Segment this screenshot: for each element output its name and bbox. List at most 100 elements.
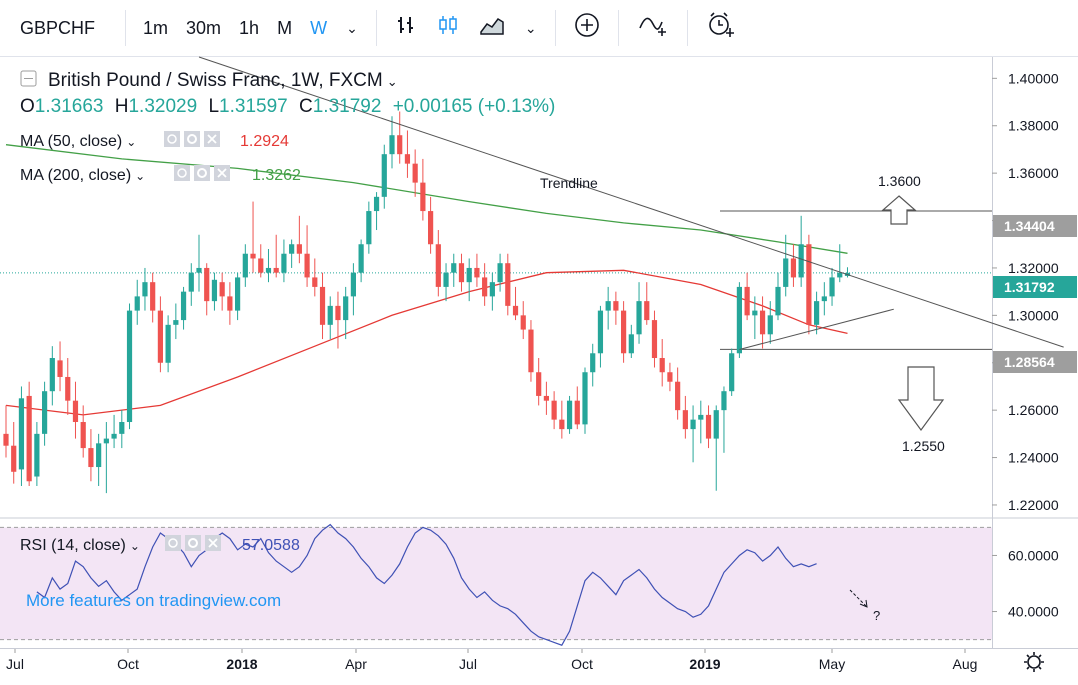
- resistance-price-tag: [993, 215, 1077, 237]
- candle-body: [821, 296, 827, 302]
- candle-body: [165, 324, 171, 363]
- candle-body: [196, 267, 202, 273]
- candle-body: [458, 263, 465, 283]
- trend-drawings: [198, 56, 1064, 350]
- eye-icon[interactable]: [174, 165, 190, 181]
- eye-icon[interactable]: [165, 535, 181, 551]
- chevron-down-icon[interactable]: ⌄: [346, 19, 358, 36]
- candle-body: [42, 391, 48, 434]
- toolbar-divider: [686, 10, 688, 46]
- candle-body: [814, 301, 820, 325]
- price-pane[interactable]: [0, 57, 992, 518]
- interval-month-button[interactable]: M: [277, 17, 293, 38]
- candle-body: [497, 263, 503, 283]
- support-price-tag: [993, 351, 1077, 373]
- eye-icon[interactable]: [164, 131, 180, 147]
- candle-body: [420, 182, 426, 212]
- time-tick-label: Aug: [953, 656, 978, 672]
- down-arrow-icon: [897, 366, 945, 432]
- candle-body: [474, 267, 480, 278]
- candle-body: [373, 196, 380, 212]
- candle-body: [613, 301, 619, 311]
- candle-body: [806, 244, 812, 325]
- candle-body: [752, 310, 758, 316]
- candle-body: [180, 291, 187, 321]
- ma50-legend-buttons[interactable]: [164, 131, 220, 147]
- candle-body: [11, 445, 17, 472]
- gear-icon[interactable]: [185, 535, 201, 551]
- candle-body: [397, 135, 403, 155]
- candle-body: [783, 258, 789, 287]
- resistance-price-label: 1.34404: [1004, 218, 1055, 234]
- candle-body: [173, 320, 179, 325]
- candle-body: [590, 353, 596, 373]
- candles-icon[interactable]: [427, 14, 469, 42]
- alert-clock-icon[interactable]: [696, 11, 746, 45]
- bar-style-icon[interactable]: [385, 14, 427, 42]
- candle-body: [157, 310, 163, 363]
- interval-1h-button[interactable]: 1h: [239, 17, 260, 38]
- candle-body: [729, 353, 735, 392]
- candle-body: [667, 372, 673, 382]
- candle-body: [628, 334, 634, 354]
- ma50-legend-label[interactable]: MA (50, close) ⌄: [20, 133, 136, 150]
- toolbar-divider: [125, 10, 127, 46]
- time-tick-label: Oct: [117, 656, 139, 672]
- price-tick-label: 1.36000: [1008, 165, 1059, 181]
- interval-30m-button[interactable]: 30m: [186, 17, 222, 38]
- chevron-down-icon[interactable]: ⌄: [524, 19, 537, 36]
- candle-body: [543, 395, 549, 401]
- candle-body: [358, 244, 364, 273]
- price-tick-label: 1.32000: [1008, 260, 1059, 276]
- descending-trendline: [198, 56, 1064, 348]
- time-tick-label: 2019: [689, 656, 720, 672]
- last-price-label: 1.31792: [1004, 279, 1055, 295]
- time-tick-label: May: [819, 656, 845, 672]
- rsi-legend-label[interactable]: RSI (14, close) ⌄: [20, 537, 140, 554]
- candle-body: [250, 253, 256, 259]
- candle-body: [142, 282, 148, 297]
- rsi-legend-buttons[interactable]: [165, 535, 221, 551]
- candle-body: [204, 267, 210, 302]
- add-compare-icon[interactable]: [564, 12, 610, 44]
- toolbar-divider: [554, 10, 556, 46]
- candle-body: [721, 391, 727, 411]
- candle-body: [682, 410, 688, 430]
- toolbar-divider: [617, 10, 619, 46]
- candle-body: [713, 410, 719, 439]
- candle-body: [775, 286, 781, 316]
- symbol-selector[interactable]: GBPCHF: [20, 17, 96, 38]
- close-icon: [207, 134, 217, 144]
- downside-target-label: 1.2550: [902, 438, 945, 454]
- candle-body: [188, 272, 194, 292]
- candle-body: [651, 320, 658, 359]
- eye-icon: [177, 168, 187, 178]
- time-tick-label: Apr: [345, 656, 367, 672]
- price-tick-label: 1.22000: [1008, 497, 1059, 513]
- gear-icon[interactable]: [194, 165, 210, 181]
- interval-week-button[interactable]: W: [310, 17, 328, 38]
- ma200-legend-buttons[interactable]: [174, 165, 230, 181]
- candle-body: [551, 400, 557, 420]
- candle-body: [327, 305, 333, 325]
- price-tick-label: 1.38000: [1008, 118, 1059, 134]
- gear-icon[interactable]: [184, 131, 200, 147]
- horizontal-levels: [0, 210, 992, 350]
- candle-body: [34, 433, 40, 477]
- ma50-value: 1.2924: [240, 133, 289, 150]
- interval-1m-button[interactable]: 1m: [143, 17, 169, 38]
- ma200-legend-label[interactable]: MA (200, close) ⌄: [20, 167, 145, 184]
- candle-body: [126, 310, 133, 423]
- candle-body: [235, 277, 241, 311]
- gear-icon[interactable]: [1024, 652, 1044, 672]
- indicators-icon[interactable]: [627, 12, 679, 44]
- candle-body: [335, 305, 341, 321]
- price-tick-label: 1.30000: [1008, 307, 1059, 323]
- candle-body: [103, 438, 109, 444]
- area-chart-icon[interactable]: [469, 14, 515, 42]
- watermark-link[interactable]: More features on tradingview.com: [26, 591, 281, 610]
- candle-body: [404, 154, 411, 164]
- candle-body: [621, 310, 627, 354]
